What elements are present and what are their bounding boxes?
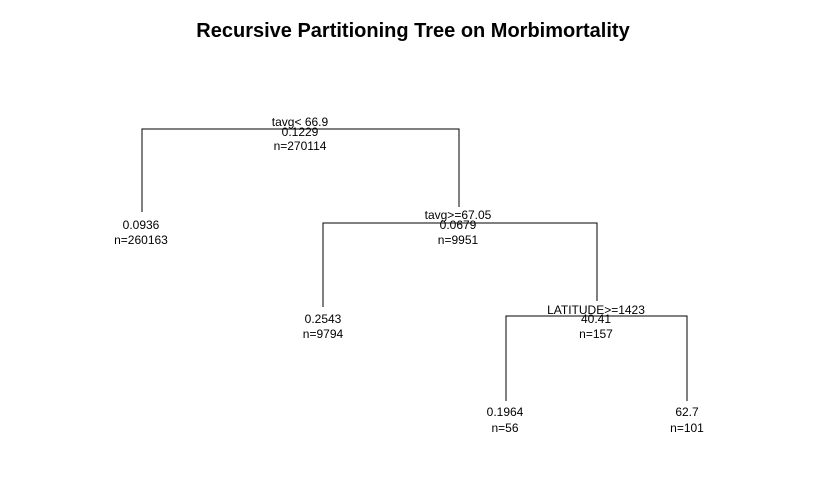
node-tavg2-value: 0.0679 — [440, 218, 477, 232]
leaf-lat-right-n: n=101 — [670, 421, 704, 435]
node-root-n: n=270114 — [274, 139, 327, 153]
leaf-left-n: n=260163 — [114, 233, 168, 247]
leaf-lat-left: 0.1964 n=56 — [487, 405, 524, 435]
node-tavg2: tavg>=67.05 0.0679 n=9951 — [425, 208, 492, 247]
edge-root-split — [141, 128, 460, 212]
node-root: tavg< 66.9 0.1229 n=270114 — [272, 115, 329, 153]
node-lat-split: LATITUDE>=1423 — [547, 303, 645, 317]
leaf-left-value: 0.0936 — [123, 218, 160, 232]
edge-tavg2-split — [322, 222, 598, 307]
node-root-value: 0.1229 — [282, 125, 319, 139]
node-lat-value: 40.41 — [581, 312, 611, 326]
leaf-left: 0.0936 n=260163 — [114, 218, 168, 247]
leaf-mid: 0.2543 n=9794 — [303, 312, 344, 341]
tree-edges — [141, 128, 688, 401]
leaf-lat-left-value: 0.1964 — [487, 405, 524, 419]
leaf-mid-n: n=9794 — [303, 327, 344, 341]
leaf-mid-value: 0.2543 — [305, 312, 342, 326]
leaf-lat-right: 62.7 n=101 — [670, 405, 704, 435]
edge-lat-split — [505, 315, 688, 401]
node-lat: LATITUDE>=1423 40.41 n=157 — [547, 303, 645, 341]
node-tavg2-n: n=9951 — [438, 233, 479, 247]
node-tavg2-split: tavg>=67.05 — [425, 208, 492, 222]
plot-title: Recursive Partitioning Tree on Morbimort… — [196, 20, 630, 42]
node-lat-n: n=157 — [579, 327, 613, 341]
node-root-split: tavg< 66.9 — [272, 115, 329, 129]
leaf-lat-right-value: 62.7 — [675, 405, 699, 419]
leaf-lat-left-n: n=56 — [491, 421, 518, 435]
